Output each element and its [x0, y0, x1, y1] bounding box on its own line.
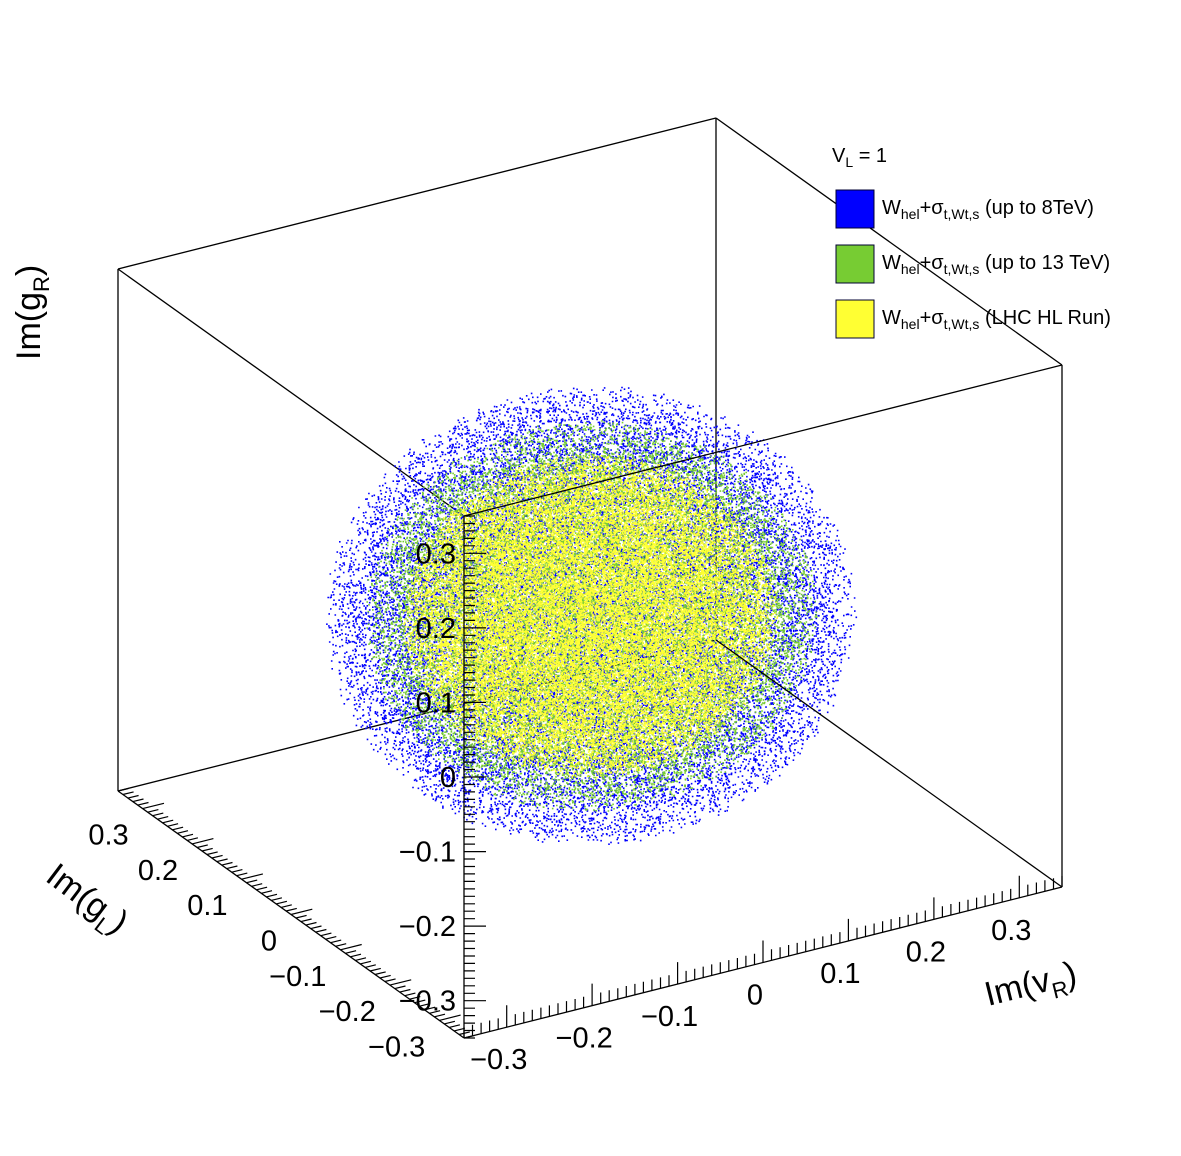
z-tick-label: 0.3 — [416, 538, 456, 570]
box-edge-back-bottom — [117, 639, 717, 792]
box-front-edges — [117, 117, 1063, 1039]
z-tick-label: 0.2 — [416, 613, 456, 645]
y-tick-label: −0.3 — [368, 1031, 425, 1063]
axis-ticks — [117, 515, 1063, 1039]
x-tick-label: 0.3 — [991, 915, 1031, 947]
z-tick-label: −0.3 — [399, 986, 456, 1018]
x-tick-label: 0 — [747, 980, 763, 1012]
x-axis-ticks — [463, 875, 1063, 1038]
z-tick-label: 0.1 — [416, 687, 456, 719]
legend-swatch-13tev — [835, 244, 875, 284]
x-axis-title: Im(vR) — [981, 954, 1082, 1019]
legend-header: VL = 1 — [832, 145, 887, 170]
x-tick-label: 0.2 — [906, 936, 946, 968]
x-tick-label: −0.3 — [470, 1044, 527, 1076]
y-tick-label: −0.2 — [319, 996, 376, 1028]
box-edge-front-bottom-right — [715, 639, 1063, 888]
box-edge-back-top-x — [117, 117, 717, 270]
z-axis-ticks — [464, 515, 486, 1039]
legend-label-hl-run: Whel+σt,Wt,s (LHC HL Run) — [882, 307, 1111, 332]
point-cloud — [326, 386, 858, 845]
axis-tick-labels: −0.3−0.2−0.100.10.20.3−0.3−0.2−0.100.10.… — [88, 538, 1031, 1076]
box-edge-front-top-y — [715, 117, 1063, 366]
z-tick-label: −0.1 — [399, 837, 456, 869]
y-tick-label: 0 — [261, 926, 277, 958]
legend-swatch-hl-run — [835, 299, 875, 339]
legend-label-8tev: Whel+σt,Wt,s (up to 8TeV) — [882, 197, 1094, 222]
y-axis-title: Im(gL) — [36, 856, 136, 946]
x-tick-label: −0.2 — [556, 1023, 613, 1055]
z-axis-title: Im(gR) — [10, 265, 54, 360]
y-tick-label: 0.2 — [138, 855, 178, 887]
legend-label-13tev: Whel+σt,Wt,s (up to 13 TeV) — [882, 252, 1110, 277]
y-tick-label: 0.1 — [187, 890, 227, 922]
box-edge-back-top-y — [117, 268, 465, 517]
series-2-points — [403, 454, 779, 779]
x-tick-label: 0.1 — [820, 958, 860, 990]
legend-swatch-8tev — [835, 189, 875, 229]
y-axis-ticks — [117, 787, 475, 1039]
z-tick-label: 0 — [440, 762, 456, 794]
y-tick-label: 0.3 — [88, 820, 128, 852]
y-tick-label: −0.1 — [269, 961, 326, 993]
z-tick-label: −0.2 — [399, 911, 456, 943]
x-tick-label: −0.1 — [641, 1001, 698, 1033]
box-edge-front-top-x — [463, 364, 1063, 517]
legend: VL = 1 Whel+σt,Wt,s (up to 8TeV) Whel+σt… — [832, 145, 1111, 339]
